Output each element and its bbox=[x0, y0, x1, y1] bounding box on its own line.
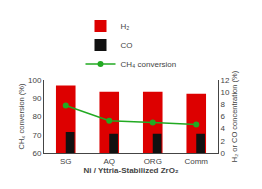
svg-text:H₂: H₂ bbox=[121, 22, 130, 31]
svg-text:AQ: AQ bbox=[103, 157, 115, 166]
svg-text:SG: SG bbox=[60, 157, 72, 166]
svg-text:Comm: Comm bbox=[184, 157, 208, 166]
svg-text:CO: CO bbox=[121, 41, 133, 50]
svg-text:0: 0 bbox=[221, 149, 226, 158]
svg-text:70: 70 bbox=[32, 131, 41, 140]
svg-text:90: 90 bbox=[32, 94, 41, 103]
svg-text:8: 8 bbox=[221, 100, 226, 109]
svg-text:Ni / Yttria-Stabilized ZrO₂: Ni / Yttria-Stabilized ZrO₂ bbox=[84, 166, 179, 175]
svg-text:80: 80 bbox=[32, 112, 41, 121]
svg-text:60: 60 bbox=[32, 149, 41, 158]
svg-text:ORG: ORG bbox=[144, 157, 162, 166]
svg-text:12: 12 bbox=[221, 76, 230, 85]
svg-text:100: 100 bbox=[28, 76, 42, 85]
svg-text:2: 2 bbox=[221, 137, 226, 146]
svg-text:4: 4 bbox=[221, 124, 226, 133]
svg-text:10: 10 bbox=[221, 88, 230, 97]
svg-text:6: 6 bbox=[221, 112, 226, 121]
svg-text:H₂ or CO concentration (%): H₂ or CO concentration (%) bbox=[230, 70, 239, 162]
svg-text:CH₄ conversion (%): CH₄ conversion (%) bbox=[17, 83, 26, 149]
svg-text:CH₄ conversion: CH₄ conversion bbox=[121, 60, 177, 69]
